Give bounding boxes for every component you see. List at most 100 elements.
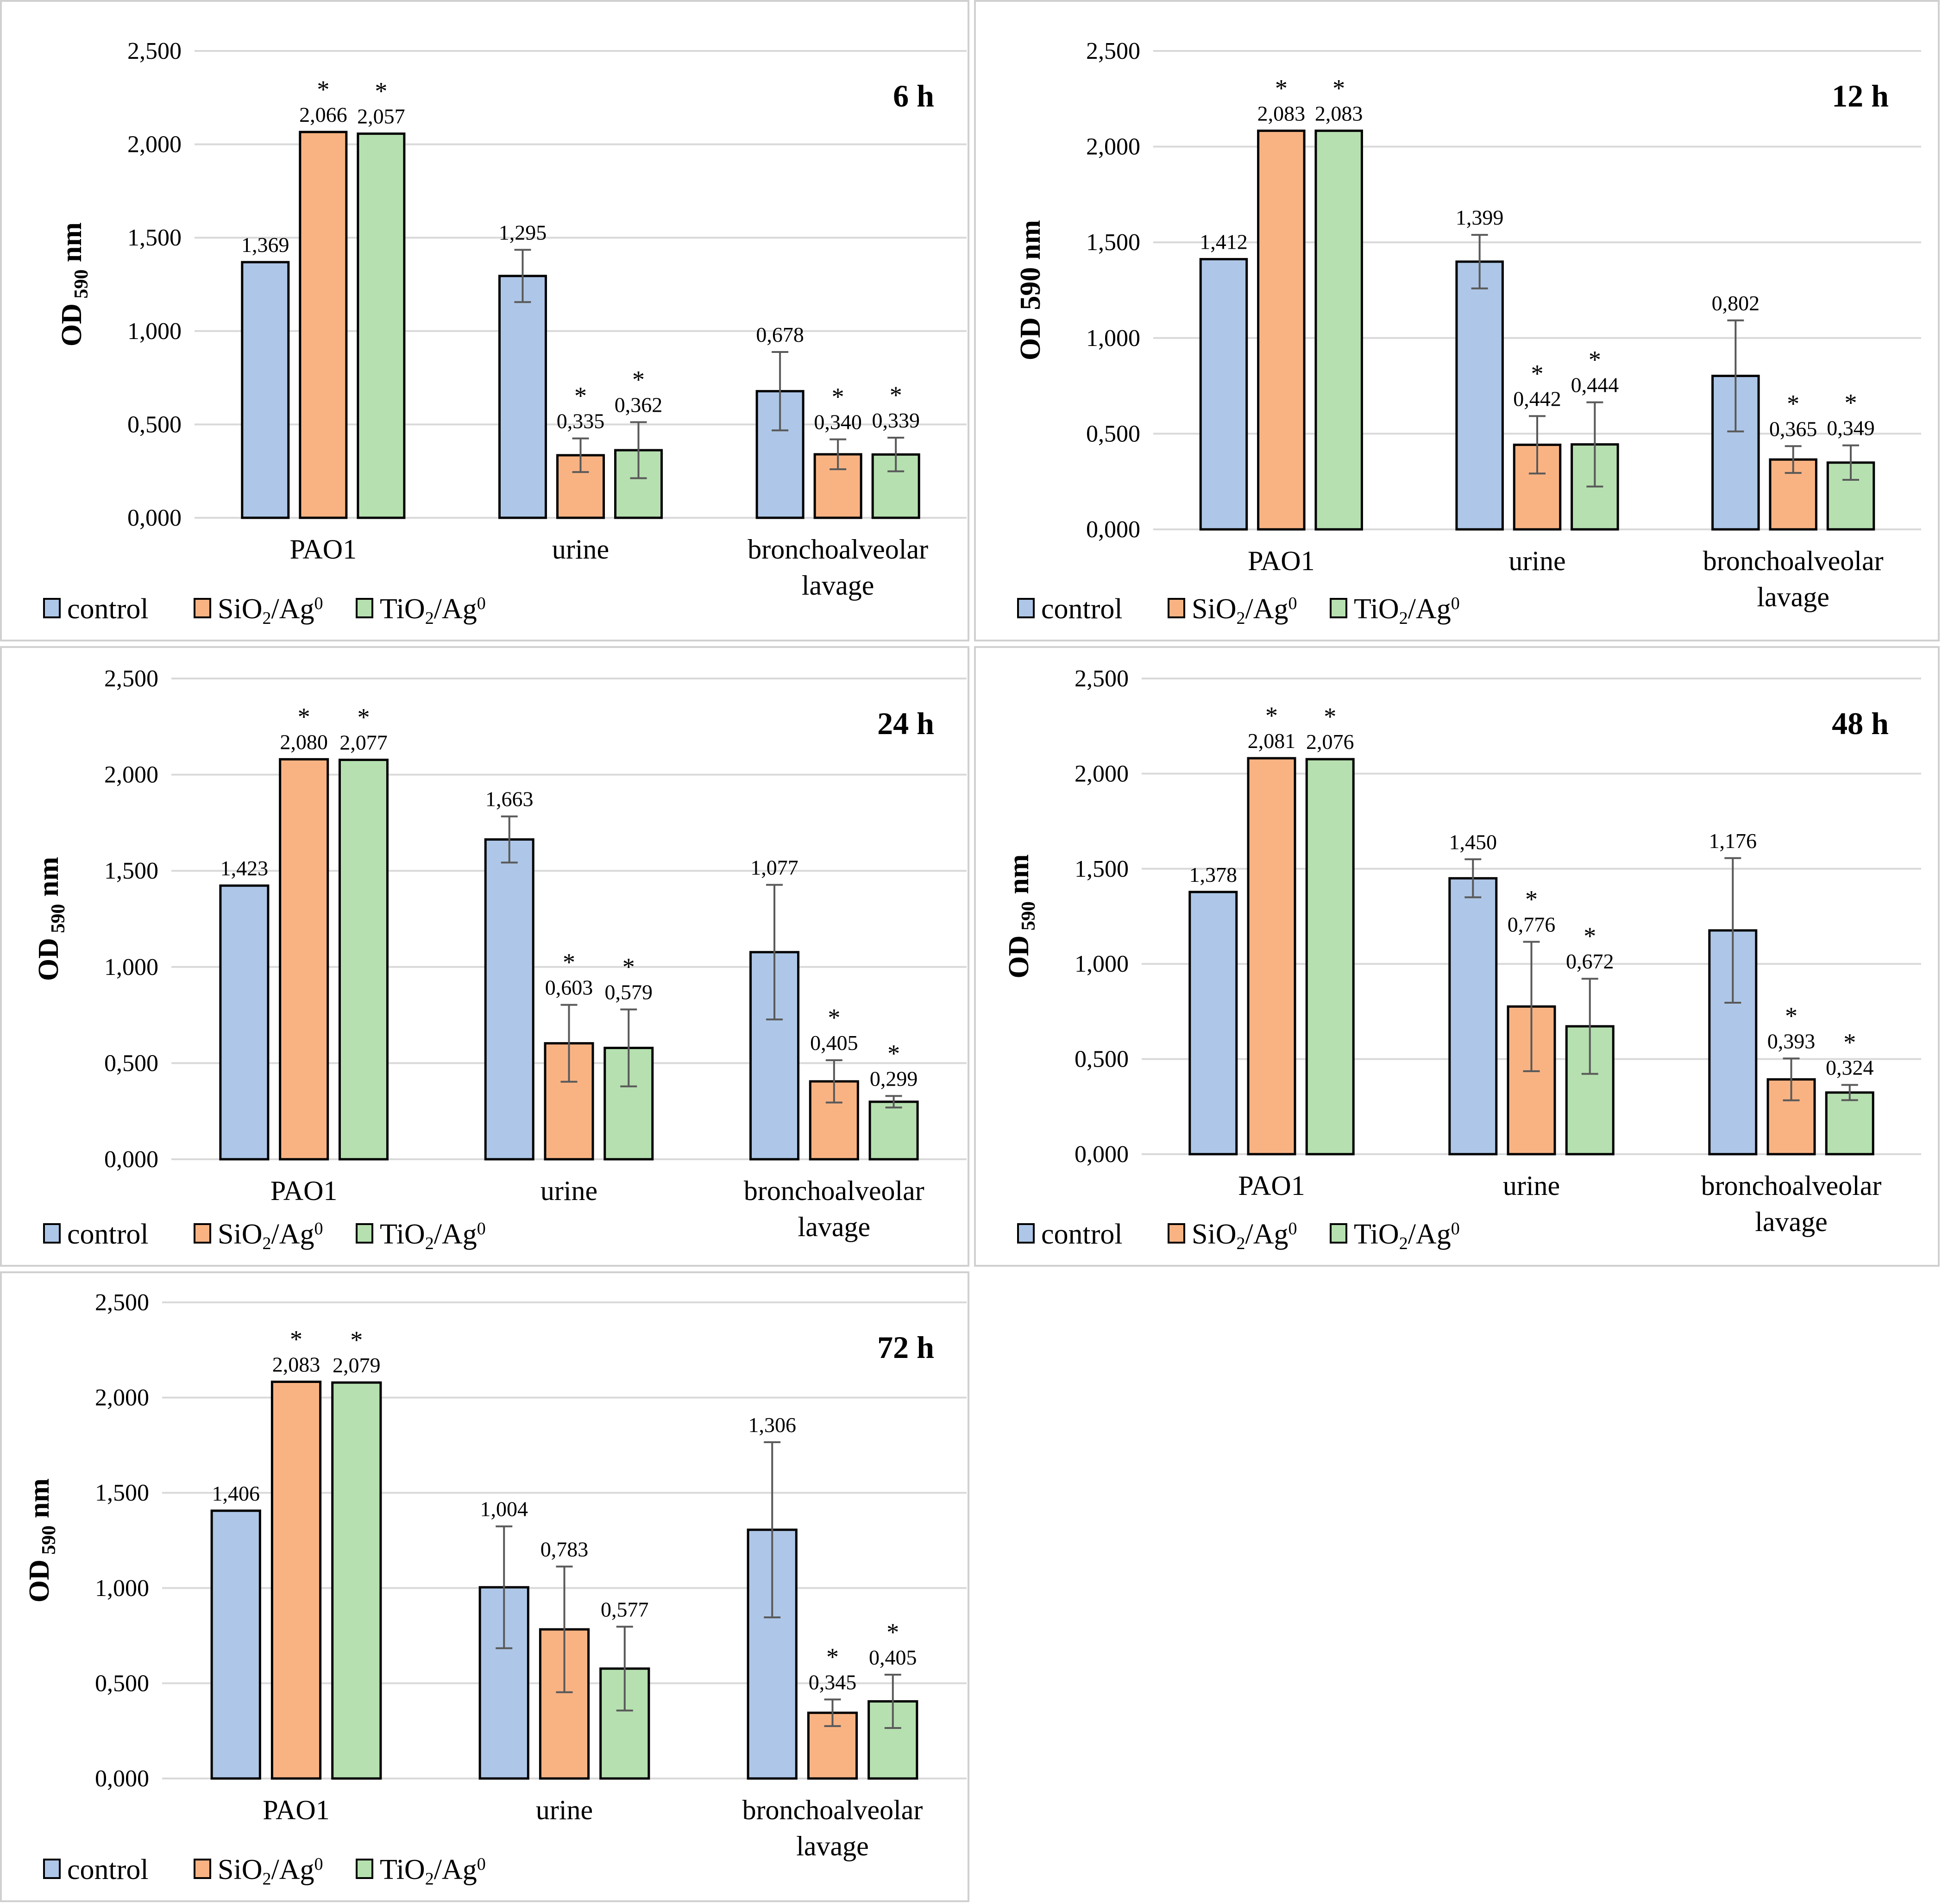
bar	[1199, 258, 1248, 531]
data-label: 2,080	[280, 730, 328, 754]
legend-label-part: 0	[1288, 594, 1297, 613]
y-tick-label: 1,500	[104, 858, 158, 884]
data-label: 2,083	[1315, 101, 1363, 125]
legend-label: TiO2/Ag0	[380, 1219, 486, 1253]
y-axis-label-part: OD	[24, 1559, 55, 1602]
chart-panel-48-h: 0,000 0,500 1,000 1,500 2,000 2,500 OD 590 nm 4…	[974, 646, 1940, 1267]
y-tick-label: 1,500	[1086, 229, 1140, 256]
data-label: 1,295	[499, 220, 547, 244]
y-axis-label-part: 590	[1015, 267, 1046, 318]
bar	[1455, 260, 1504, 531]
significance-marker: *	[828, 1004, 840, 1031]
data-label: 2,079	[333, 1353, 381, 1377]
significance-marker: *	[1332, 74, 1345, 102]
y-tick-label: 1,000	[1086, 325, 1140, 352]
y-tick-label: 1,500	[95, 1480, 149, 1506]
x-category-label: PAO1	[270, 1175, 338, 1206]
legend-swatch	[356, 1859, 373, 1879]
legend-label-part: /Ag	[1245, 1219, 1288, 1250]
significance-marker: *	[1785, 1002, 1797, 1030]
chart-title: 6 h	[893, 78, 934, 113]
y-axis-label-part: OD	[56, 303, 88, 346]
data-label: 0,603	[545, 976, 593, 999]
legend-label-part: 2	[1236, 609, 1245, 628]
significance-marker: *	[1324, 703, 1336, 730]
bar	[331, 1381, 382, 1780]
y-tick-label: 1,500	[127, 225, 182, 251]
data-label: 2,077	[339, 731, 388, 754]
legend-label-part: 2	[425, 609, 434, 628]
data-label: 1,663	[485, 787, 534, 811]
legend-label: TiO2/Ag0	[380, 593, 486, 628]
data-label: 1,306	[748, 1413, 796, 1437]
legend-label-part: /Ag	[271, 1219, 314, 1250]
legend-label-part: 0	[1451, 594, 1460, 613]
significance-marker: *	[1265, 702, 1278, 729]
legend-label-part: /Ag	[434, 1219, 477, 1250]
y-tick-label: 2,000	[104, 762, 158, 788]
legend-label-part: 2	[1399, 1234, 1408, 1253]
data-label: 1,004	[480, 1497, 528, 1521]
data-label: 0,442	[1513, 387, 1561, 410]
significance-marker: *	[1525, 886, 1538, 913]
x-category-label: lavage	[796, 1831, 869, 1861]
legend-label: SiO2/Ag0	[218, 1854, 323, 1889]
x-category-label: lavage	[1757, 582, 1829, 612]
y-axis-label: OD 590 nm	[1015, 220, 1046, 360]
significance-marker: *	[887, 1039, 900, 1067]
legend-label-part: 2	[1236, 1234, 1245, 1253]
y-axis-label-part: OD	[1015, 317, 1046, 360]
x-category-label: bronchoalveolar	[742, 1795, 923, 1825]
legend-label: SiO2/Ag0	[1192, 1219, 1297, 1253]
x-category-label: urine	[1508, 546, 1565, 576]
legend-label: SiO2/Ag0	[218, 1219, 323, 1253]
data-label: 0,579	[605, 980, 653, 1004]
legend-swatch	[1017, 598, 1035, 618]
significance-marker: *	[1531, 359, 1544, 387]
panel-border	[0, 0, 969, 641]
data-label: 0,345	[809, 1670, 857, 1694]
significance-marker: *	[290, 1325, 302, 1353]
legend-label-part: TiO	[380, 1854, 425, 1885]
significance-marker: *	[563, 949, 575, 976]
legend-label: SiO2/Ag0	[218, 593, 323, 628]
significance-marker: *	[1275, 74, 1288, 102]
y-tick-label: 0,500	[1086, 421, 1140, 447]
legend-label-part: control	[67, 1854, 149, 1885]
legend-label-part: /Ag	[434, 1854, 477, 1885]
y-axis-label: OD 590 nm	[1003, 854, 1039, 978]
data-label: 2,066	[299, 103, 347, 126]
y-tick-label: 2,500	[127, 38, 182, 64]
y-tick-label: 0,000	[104, 1146, 158, 1173]
data-label: 2,083	[272, 1352, 321, 1376]
data-label: 0,672	[1566, 949, 1614, 973]
bar	[338, 759, 389, 1161]
y-tick-label: 1,000	[1075, 951, 1129, 977]
legend-label-part: 2	[262, 1869, 271, 1889]
legend-label-part: 0	[314, 1854, 323, 1874]
bar	[219, 884, 270, 1161]
bar	[1825, 1091, 1874, 1156]
legend-label-part: TiO	[380, 1219, 425, 1250]
legend-swatch	[356, 1223, 373, 1244]
y-tick-label: 1,000	[104, 954, 158, 980]
y-tick-label: 2,500	[1086, 38, 1140, 64]
legend-label-part: /Ag	[271, 593, 314, 625]
y-tick-label: 2,000	[1086, 134, 1140, 160]
legend-swatch	[1330, 1223, 1347, 1244]
y-axis-label-part: OD	[1003, 936, 1035, 979]
data-label: 0,349	[1827, 416, 1875, 440]
significance-marker: *	[832, 383, 844, 411]
legend-label-part: 0	[1451, 1219, 1460, 1238]
data-label: 0,340	[814, 410, 862, 434]
y-axis-label-part: 590	[1018, 901, 1039, 936]
legend-swatch	[194, 598, 211, 618]
legend-label-part: SiO	[218, 1219, 262, 1250]
legend-label-part: SiO	[1192, 593, 1236, 625]
significance-marker: *	[886, 1618, 899, 1646]
bar	[1314, 129, 1363, 531]
significance-marker: *	[375, 77, 387, 105]
legend-swatch	[43, 598, 61, 618]
legend-label-part: 2	[425, 1234, 434, 1253]
y-axis-label: OD 590 nm	[56, 222, 92, 346]
